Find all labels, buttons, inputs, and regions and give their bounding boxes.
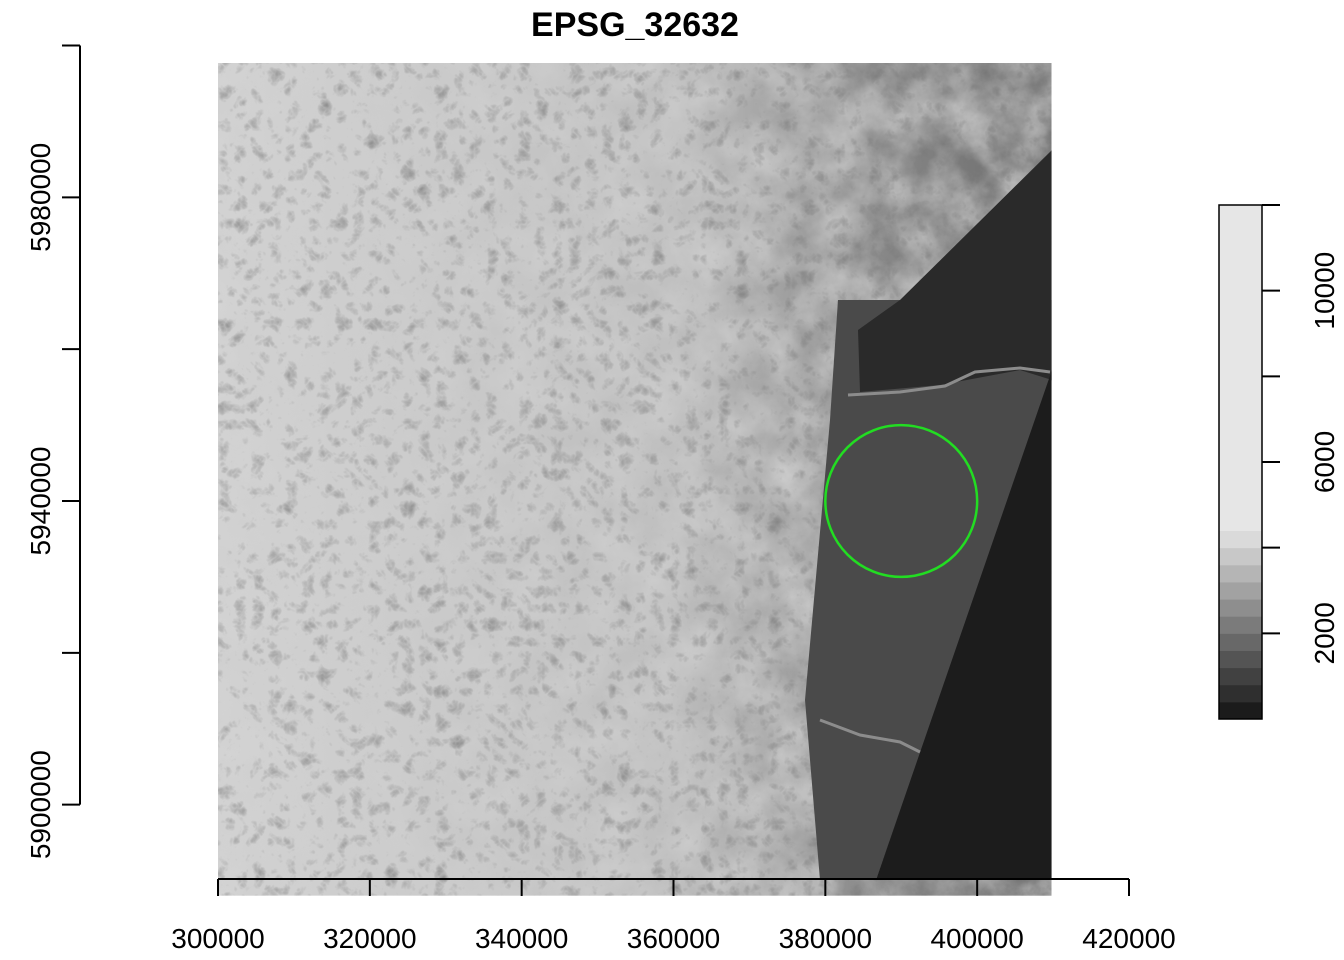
legend-bin [1219, 616, 1262, 634]
legend-bin [1219, 564, 1262, 583]
x-tick-label: 320000 [323, 923, 416, 954]
legend-bin [1219, 667, 1262, 686]
x-tick-label: 360000 [627, 923, 720, 954]
nodata-area [876, 371, 1052, 880]
x-tick-label: 380000 [779, 923, 872, 954]
area-of-interest-circle [824, 423, 979, 579]
legend-bin [1219, 599, 1262, 617]
map-title: EPSG_32632 [531, 6, 739, 44]
y-tick-label: 5980000 [25, 143, 56, 252]
color-legend: 2000 6000 10000 [1218, 204, 1340, 720]
x-tick-label: 420000 [1082, 923, 1175, 954]
legend-bin [1219, 650, 1262, 669]
y-tick-label: 5900000 [25, 750, 56, 859]
legend-bin [1219, 547, 1262, 566]
legend-tick-label: 10000 [1309, 252, 1340, 330]
x-tick-label: 400000 [930, 923, 1023, 954]
raster-image [218, 62, 1052, 896]
y-tick-label: 5940000 [25, 446, 56, 555]
x-tick-label: 300000 [171, 923, 264, 954]
x-tick-label: 340000 [475, 923, 568, 954]
legend-tick-label: 2000 [1309, 602, 1340, 664]
y-axis: 5900000 5940000 5980000 [25, 44, 81, 859]
sea-area [858, 150, 1052, 392]
legend-bin [1219, 633, 1262, 651]
x-axis: 300000 320000 340000 360000 380000 400000 4200… [171, 878, 1176, 954]
legend-bin [1219, 581, 1262, 600]
legend-tick-label: 6000 [1309, 431, 1340, 493]
legend-bin [1219, 205, 1262, 532]
legend-bin [1219, 701, 1262, 720]
legend-bin [1219, 530, 1262, 549]
coastline [819, 366, 1051, 754]
legend-bin [1219, 684, 1262, 703]
